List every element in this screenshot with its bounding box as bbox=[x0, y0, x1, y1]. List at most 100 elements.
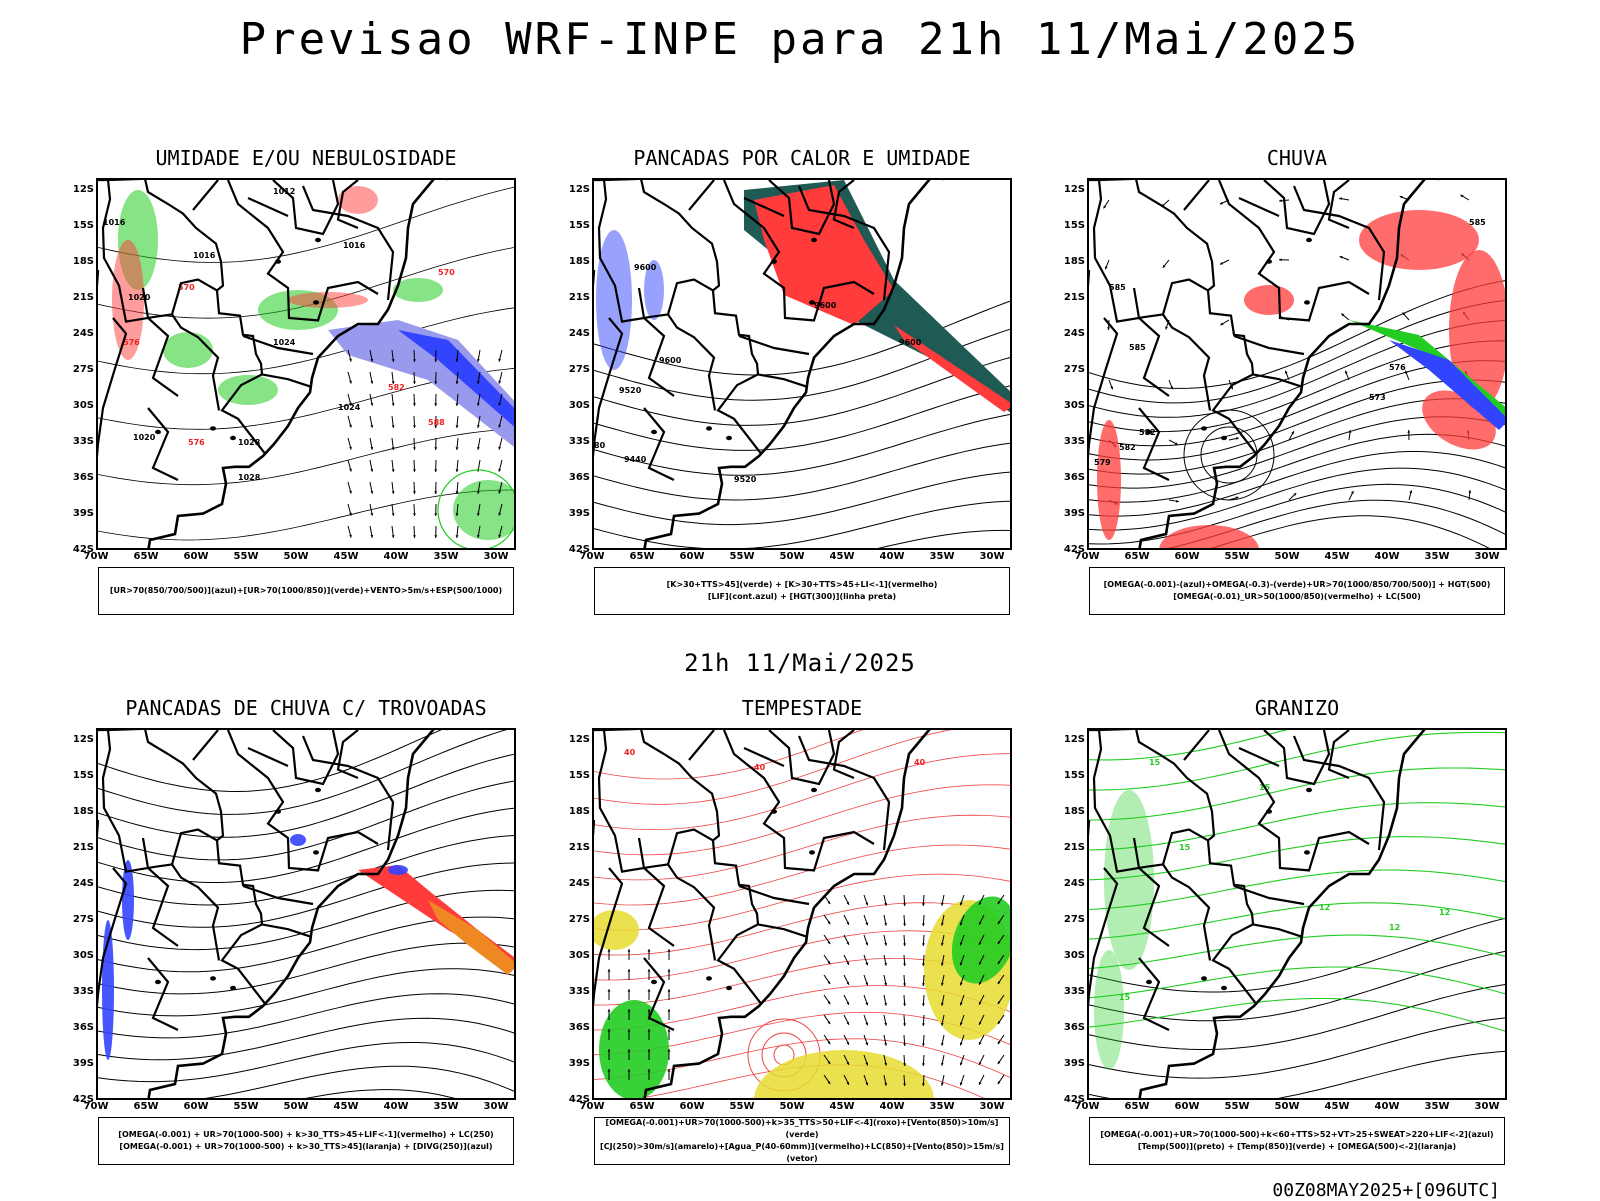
contour-label: 579 bbox=[1094, 458, 1111, 467]
latitude-label: 21S bbox=[1064, 292, 1085, 303]
contour-line bbox=[98, 969, 516, 1016]
contour-label: 573 bbox=[1369, 393, 1386, 402]
contour-label: 9440 bbox=[624, 455, 647, 464]
latitude-label: 39S bbox=[1064, 508, 1085, 519]
longitude-label: 35W bbox=[930, 551, 955, 562]
wind-arrowhead bbox=[903, 1043, 906, 1046]
latitude-label: 24S bbox=[73, 328, 94, 339]
border-line bbox=[248, 748, 288, 766]
contour-line bbox=[98, 1043, 516, 1082]
lake-marker bbox=[1306, 788, 1312, 792]
lake-marker bbox=[1266, 259, 1272, 263]
latitude-label: 39S bbox=[569, 1058, 590, 1069]
wind-arrowhead bbox=[413, 491, 416, 494]
wind-arrowhead bbox=[608, 989, 611, 992]
latitude-label: 12S bbox=[73, 734, 94, 745]
latitude-label: 24S bbox=[569, 328, 590, 339]
contour-label: 80 bbox=[594, 441, 606, 450]
longitude-label: 30W bbox=[484, 1101, 509, 1112]
longitude-label: 30W bbox=[484, 551, 509, 562]
lake-marker bbox=[809, 300, 815, 304]
border-line bbox=[668, 830, 713, 865]
latitude-label: 12S bbox=[569, 184, 590, 195]
latitude-label: 33S bbox=[569, 986, 590, 997]
wind-arrowhead bbox=[628, 989, 631, 992]
border-line bbox=[1239, 198, 1279, 216]
wind-arrowhead bbox=[1468, 490, 1471, 493]
latitude-label: 39S bbox=[569, 508, 590, 519]
latitude-label: 36S bbox=[1064, 472, 1085, 483]
wind-arrowhead bbox=[668, 949, 671, 952]
latitude-label: 24S bbox=[1064, 878, 1085, 889]
longitude-label: 35W bbox=[1425, 1101, 1450, 1112]
longitude-label: 40W bbox=[880, 551, 905, 562]
longitude-label: 35W bbox=[1425, 551, 1450, 562]
contour-line bbox=[1089, 768, 1507, 820]
latitude-label: 18S bbox=[569, 256, 590, 267]
wind-arrowhead bbox=[648, 949, 651, 952]
border-line bbox=[262, 924, 310, 936]
border-line bbox=[1139, 408, 1169, 480]
lake-marker bbox=[1304, 850, 1310, 854]
contour-label: 1024 bbox=[273, 338, 296, 347]
border-line bbox=[1264, 180, 1329, 234]
longitude-label: 40W bbox=[384, 1101, 409, 1112]
border-line bbox=[689, 730, 714, 760]
contour-label: 576 bbox=[188, 438, 205, 447]
panel-title: GRANIZO bbox=[1087, 696, 1507, 720]
latitude-label: 27S bbox=[1064, 364, 1085, 375]
latitude-label: 33S bbox=[1064, 436, 1085, 447]
legend-line: [UR>70(850/700/500)](azul)+[UR>70(1000/8… bbox=[99, 585, 513, 597]
longitude-label: 45W bbox=[830, 1101, 855, 1112]
shaded-area bbox=[453, 480, 516, 540]
latitude-label: 18S bbox=[1064, 256, 1085, 267]
longitude-label: 45W bbox=[334, 1101, 359, 1112]
contour-label: 1016 bbox=[193, 251, 216, 260]
contour-label: 582 bbox=[388, 383, 405, 392]
wind-arrowhead bbox=[608, 969, 611, 972]
contour-line bbox=[594, 501, 1012, 549]
lake-marker bbox=[315, 238, 321, 242]
longitude-label: 35W bbox=[434, 1101, 459, 1112]
lake-marker bbox=[275, 259, 281, 263]
lake-marker bbox=[651, 980, 657, 984]
lake-marker bbox=[771, 259, 777, 263]
map-panel: 585585585576573582579582 bbox=[1087, 178, 1507, 550]
contour-line bbox=[1089, 1017, 1507, 1078]
legend-line: [OMEGA(-0.001)+UR>70(1000-500)+k>35_TTS>… bbox=[595, 1117, 1009, 1141]
latitude-label: 30S bbox=[1064, 950, 1085, 961]
border-line bbox=[103, 180, 219, 410]
border-line bbox=[273, 730, 338, 784]
wind-arrowhead bbox=[434, 513, 437, 516]
legend-line: [CJ(250)>30m/s](amarelo)+[Agua_P(40-60mm… bbox=[595, 1141, 1009, 1165]
latitude-label: 36S bbox=[569, 472, 590, 483]
legend-line: [OMEGA(-0.001)-(azul)+OMEGA(-0.3)-(verde… bbox=[1090, 579, 1504, 591]
contour-label: 9600 bbox=[899, 338, 922, 347]
contour-line bbox=[1089, 434, 1507, 502]
contour-label: 9520 bbox=[734, 475, 757, 484]
lake-marker bbox=[651, 430, 657, 434]
latitude-label: 36S bbox=[569, 1022, 590, 1033]
border-line bbox=[1134, 288, 1169, 396]
longitude-label: 45W bbox=[334, 551, 359, 562]
latitude-label: 21S bbox=[73, 292, 94, 303]
longitude-label: 30W bbox=[1475, 551, 1500, 562]
wind-arrowhead bbox=[413, 513, 416, 516]
border-line bbox=[148, 408, 178, 480]
contour-label: 576 bbox=[1389, 363, 1406, 372]
latitude-label: 18S bbox=[73, 256, 94, 267]
wind-arrowhead bbox=[1279, 258, 1282, 261]
longitude-label: 60W bbox=[184, 551, 209, 562]
contour-line bbox=[594, 472, 1012, 525]
longitude-label: 30W bbox=[1475, 1101, 1500, 1112]
panel-legend: [UR>70(850/700/500)](azul)+[UR>70(1000/8… bbox=[98, 567, 514, 615]
contour-line bbox=[98, 429, 516, 485]
border-line bbox=[1219, 180, 1369, 320]
lake-marker bbox=[313, 850, 319, 854]
lake-marker bbox=[811, 788, 817, 792]
